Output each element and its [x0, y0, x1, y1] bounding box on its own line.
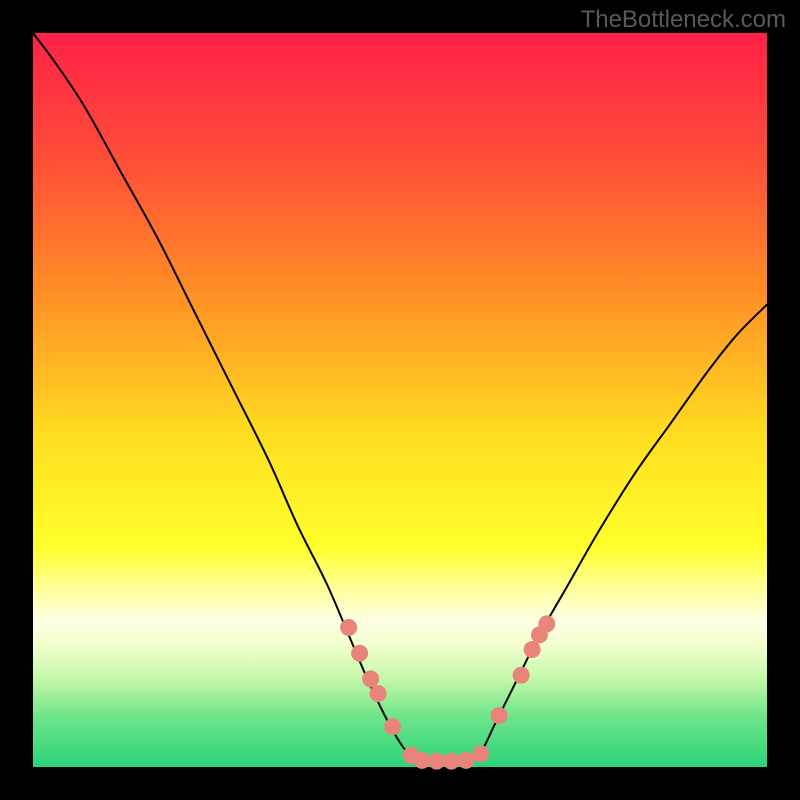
data-marker	[351, 645, 368, 662]
plot-svg	[0, 0, 800, 800]
data-marker	[340, 619, 357, 636]
data-marker	[524, 641, 541, 658]
data-marker	[384, 718, 401, 735]
watermark-text: TheBottleneck.com	[581, 6, 786, 34]
data-marker	[491, 707, 508, 724]
chart-root: TheBottleneck.com	[0, 0, 800, 800]
data-marker	[362, 670, 379, 687]
gradient-background	[33, 33, 767, 767]
data-marker	[513, 667, 530, 684]
data-marker	[458, 752, 475, 769]
data-marker	[472, 745, 489, 762]
data-marker	[428, 753, 445, 770]
data-marker	[443, 753, 460, 770]
data-marker	[414, 752, 431, 769]
data-marker	[538, 615, 555, 632]
data-marker	[369, 685, 386, 702]
